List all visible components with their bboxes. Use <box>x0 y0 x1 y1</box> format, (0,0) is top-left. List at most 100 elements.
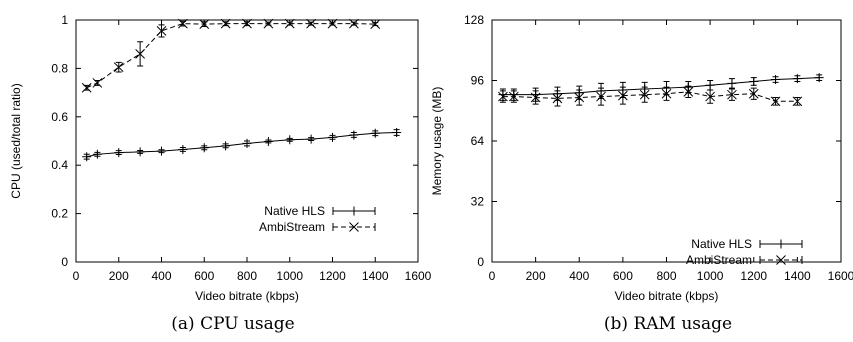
x-tick-label: 1200 <box>740 269 767 283</box>
data-point <box>135 147 145 157</box>
data-point <box>552 93 563 104</box>
x-tick-label: 200 <box>526 269 546 283</box>
data-point <box>178 144 188 154</box>
y-tick-label: 0.4 <box>51 158 68 172</box>
data-point <box>284 18 295 29</box>
legend-errorbar-cap <box>332 223 376 231</box>
x-tick-label: 1600 <box>405 269 432 283</box>
data-point <box>727 78 737 88</box>
data-point <box>748 88 759 99</box>
y-axis-label: Memory usage (MB) <box>430 87 444 196</box>
data-point <box>114 148 124 158</box>
data-point <box>263 18 274 29</box>
data-point <box>92 78 103 88</box>
legend-errorbar-cap <box>332 207 376 215</box>
y-axis-label: CPU (used/total ratio) <box>9 83 23 198</box>
data-point <box>498 91 508 102</box>
y-tick-label: 96 <box>471 74 485 88</box>
series-line <box>86 23 376 89</box>
plot-frame <box>491 19 842 263</box>
legend-marker <box>776 255 786 265</box>
data-point <box>683 86 694 97</box>
data-point <box>661 88 672 99</box>
data-point <box>771 75 781 85</box>
legend-marker <box>776 239 786 249</box>
cpu-usage-chart: 0 200 400 600 800 1000 1200 1400 1600 0 0.2 0.4 0.6 0… <box>9 13 432 334</box>
data-point <box>349 18 359 29</box>
data-point <box>814 73 824 83</box>
x-tick-label: 1200 <box>319 269 346 283</box>
y-tick-label: 0.2 <box>51 207 68 221</box>
series-line <box>86 132 397 158</box>
data-point <box>199 143 209 153</box>
data-point <box>199 19 210 29</box>
x-tick-label: 1400 <box>784 269 811 283</box>
y-tick-label: 0 <box>477 255 484 269</box>
y-tick-label: 0.8 <box>51 61 68 75</box>
legend-errorbar-cap <box>759 240 803 248</box>
data-point <box>349 130 359 140</box>
legend-errorbar-cap <box>759 256 803 264</box>
x-tick-label: 0 <box>489 269 496 283</box>
data-point <box>792 96 803 107</box>
data-point <box>221 141 231 151</box>
data-point <box>618 90 628 101</box>
x-tick-label: 400 <box>569 269 589 283</box>
y-tick-label: 1 <box>61 13 68 27</box>
data-point <box>770 96 781 107</box>
data-point <box>157 146 166 156</box>
legend-marker <box>349 206 359 216</box>
data-point <box>370 128 380 138</box>
x-tick-label: 400 <box>151 269 171 283</box>
x-tick-label: 800 <box>656 269 676 283</box>
x-axis-label: Video bitrate (kbps) <box>195 289 299 303</box>
data-point <box>705 91 715 102</box>
data-point <box>727 89 737 100</box>
ram-usage-chart: 0 200 400 600 800 1000 1200 1400 1600 0 32 64 96 128 V… <box>430 13 853 334</box>
x-tick-label: 0 <box>73 269 80 283</box>
x-tick-label: 600 <box>194 269 214 283</box>
y-tick-label: 64 <box>471 134 485 148</box>
data-point <box>263 136 273 146</box>
data-point <box>392 128 402 138</box>
data-point <box>306 18 316 29</box>
x-tick-label: 600 <box>613 269 633 283</box>
data-point <box>81 82 92 93</box>
legend-label: AmbiStream <box>686 253 752 267</box>
x-tick-label: 1600 <box>828 269 853 283</box>
series-line <box>502 91 798 102</box>
x-tick-label: 1000 <box>276 269 303 283</box>
data-point <box>156 26 167 36</box>
series-ambistream <box>81 18 381 93</box>
x-tick-label: 1000 <box>697 269 724 283</box>
series-native-hls <box>82 128 402 162</box>
data-point <box>370 19 381 29</box>
legend-label: Native HLS <box>691 237 752 251</box>
x-tick-label: 800 <box>237 269 257 283</box>
y-tick-label: 32 <box>471 195 485 209</box>
data-point <box>596 91 606 102</box>
data-point <box>242 138 252 148</box>
data-point <box>92 149 102 159</box>
data-point <box>242 18 252 29</box>
legend-label: AmbiStream <box>259 220 325 234</box>
data-point <box>306 134 316 144</box>
chart-caption: (a) CPU usage <box>171 314 294 334</box>
data-point <box>639 89 650 100</box>
data-point <box>574 92 585 103</box>
data-point <box>705 80 715 90</box>
y-tick-label: 0 <box>61 255 68 269</box>
series-line <box>502 77 820 96</box>
series-ambistream <box>498 85 803 107</box>
x-tick-label: 200 <box>109 269 129 283</box>
data-point <box>285 135 295 145</box>
x-tick-label: 1400 <box>362 269 389 283</box>
data-point <box>792 74 802 84</box>
data-point <box>220 18 231 29</box>
data-point <box>135 49 145 59</box>
data-point <box>328 132 337 142</box>
data-point <box>113 62 124 73</box>
legend-label: Native HLS <box>264 204 325 218</box>
data-point <box>82 152 92 162</box>
